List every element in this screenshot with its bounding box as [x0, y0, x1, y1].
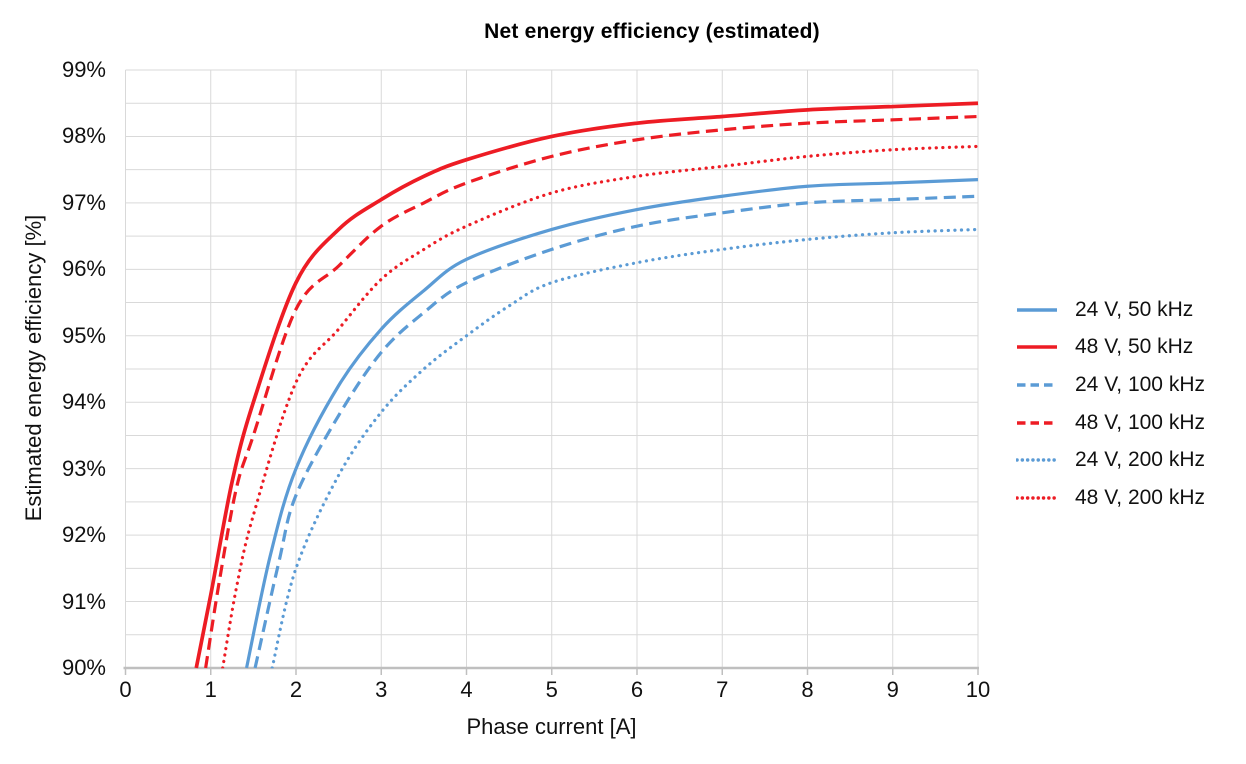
x-tick-label: 8: [801, 677, 814, 702]
x-axis-title: Phase current [A]: [466, 714, 637, 739]
x-tick-label: 1: [204, 677, 217, 702]
series-line-24-v-200-khz: [270, 227, 980, 669]
chart-title: Net energy efficiency (estimated): [484, 20, 820, 43]
legend-item: 24 V, 100 kHz: [1016, 366, 1205, 404]
x-tick-label: 9: [886, 677, 899, 702]
series-line-24-v-100-khz: [253, 194, 979, 669]
legend-line-swatch: [1016, 458, 1058, 462]
y-tick-label: 91%: [61, 588, 106, 614]
series-line-24-v-50-khz: [244, 178, 979, 669]
legend-line-swatch: [1017, 345, 1057, 350]
y-tick-label: 94%: [61, 389, 106, 415]
y-axis-title: Estimated energy efficiency [%]: [21, 214, 46, 522]
x-tick-label: 3: [375, 677, 388, 702]
legend-line-swatch: [1017, 383, 1057, 387]
legend-line-swatch: [1016, 496, 1058, 500]
legend: 24 V, 50 kHz 48 V, 50 kHz 24 V, 100 kHz 48 …: [1016, 291, 1205, 517]
x-tick-label: 6: [630, 677, 644, 702]
legend-item: 48 V, 200 kHz: [1016, 479, 1205, 517]
x-tick-label: 0: [119, 677, 132, 702]
y-tick-label: 96%: [61, 256, 106, 282]
x-tick-label: 2: [289, 677, 303, 702]
x-tick-label: 7: [716, 677, 729, 702]
legend-label: 48 V, 50 kHz: [1075, 335, 1194, 359]
legend-label: 24 V, 100 kHz: [1075, 372, 1205, 396]
legend-label: 48 V, 100 kHz: [1075, 410, 1205, 434]
y-tick-label: 98%: [61, 123, 106, 149]
x-tick-label: 5: [545, 677, 558, 702]
y-tick-label: 99%: [61, 57, 106, 82]
legend-label: 24 V, 200 kHz: [1075, 448, 1205, 472]
legend-line-swatch: [1017, 420, 1057, 425]
series-line-48-v-100-khz: [204, 114, 979, 669]
legend-label: 24 V, 50 kHz: [1075, 297, 1194, 321]
legend-item: 24 V, 50 kHz: [1016, 291, 1205, 329]
legend-item: 48 V, 50 kHz: [1016, 329, 1205, 367]
x-tick-label: 10: [965, 677, 991, 702]
legend-item: 24 V, 200 kHz: [1016, 441, 1205, 479]
y-tick-label: 92%: [61, 522, 106, 548]
x-tick-label: 4: [460, 677, 473, 702]
y-tick-label: 95%: [61, 322, 106, 348]
legend-line-swatch: [1017, 308, 1057, 312]
legend-item: 48 V, 100 kHz: [1016, 404, 1205, 442]
series-line-48-v-50-khz: [194, 101, 979, 669]
y-tick-label: 93%: [61, 455, 106, 481]
series-line-48-v-200-khz: [221, 144, 980, 669]
legend-label: 48 V, 200 kHz: [1075, 485, 1205, 509]
y-tick-label: 97%: [61, 189, 106, 215]
y-tick-label: 90%: [61, 655, 106, 680]
